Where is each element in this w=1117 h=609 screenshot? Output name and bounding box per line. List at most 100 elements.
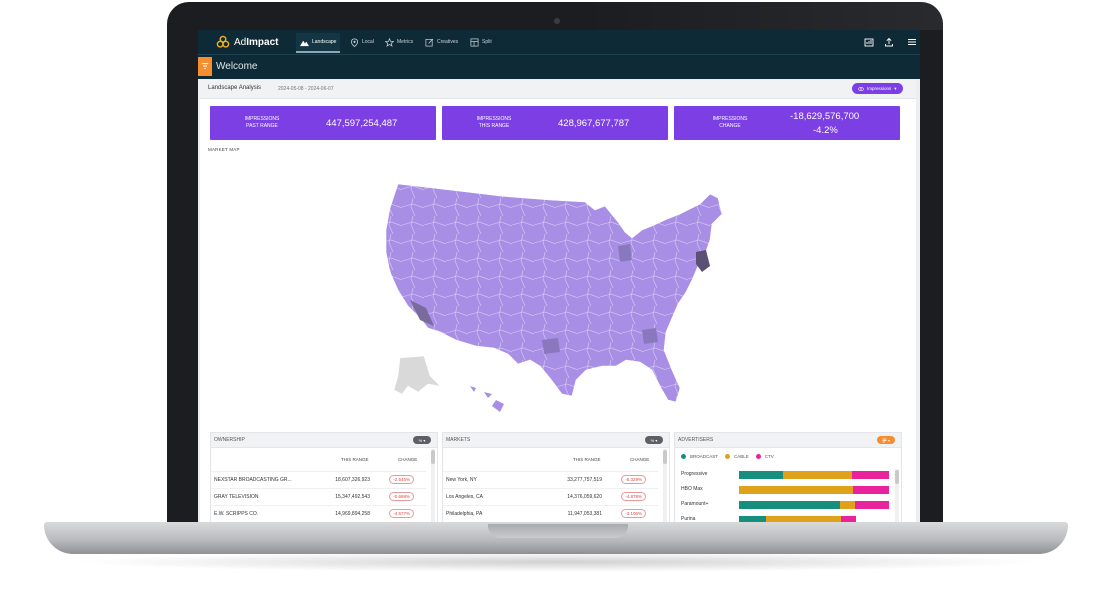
bar-segment-ctv: [841, 516, 856, 524]
chevron-down-icon: ▾: [894, 85, 897, 91]
screen-glare: [583, 2, 943, 30]
bar-segment-broadcast: [739, 516, 766, 524]
ownership-header: OWNERSHIP % ▾: [211, 433, 437, 448]
table-row[interactable]: GRAY TELEVISION 15,347,492,543 -0.668%: [211, 488, 426, 505]
kpi-label: IMPRESSIONS CHANGE: [712, 116, 748, 129]
ownership-percent-toggle[interactable]: % ▾: [413, 436, 431, 444]
advertiser-name: Paramount+: [681, 501, 709, 507]
metric-select-label: Impressions: [867, 86, 892, 91]
analysis-title: Landscape Analysis: [208, 85, 262, 91]
edit-icon: [425, 38, 434, 46]
scrollbar[interactable]: [663, 449, 667, 523]
brand-logo[interactable]: AdImpact: [216, 35, 278, 49]
col-change: CHANGE: [398, 457, 418, 462]
star-icon: [385, 37, 394, 47]
scrollbar[interactable]: [895, 469, 899, 523]
us-market-map[interactable]: [380, 180, 740, 416]
menu-icon[interactable]: [907, 37, 917, 47]
nav-label: Split: [482, 39, 492, 45]
change-badge: -0.668%: [389, 492, 414, 501]
nav-metrics[interactable]: Metrics: [381, 33, 417, 51]
filter-button[interactable]: [198, 57, 212, 76]
kpi-value: 428,967,677,787: [558, 118, 630, 129]
broadcast-dot-icon: [681, 454, 686, 459]
laptop-notch: [488, 524, 628, 538]
kpi-past-range: IMPRESSIONS PAST RANGE 447,597,254,487: [210, 106, 436, 140]
market-chicago[interactable]: [618, 244, 632, 262]
table-row[interactable]: New York, NY 33,277,757,519 -5.329%: [443, 471, 658, 488]
scrollbar-thumb[interactable]: [431, 450, 435, 464]
map-pin-icon: [350, 37, 359, 47]
analysis-date-range: 2024-05-08 - 2024-06-07: [278, 86, 334, 92]
kpi-this-range: IMPRESSIONS THIS RANGE 428,967,677,787: [442, 106, 668, 140]
table-row[interactable]: Philadelphia, PA 11,947,053,381 -3.106%: [443, 505, 658, 522]
bar-segment-cable: [839, 501, 855, 509]
top-navigation: AdImpact Landscape Local Metrics Creativ…: [198, 30, 920, 54]
filter-icon: [201, 63, 209, 69]
nav-label: Metrics: [397, 39, 414, 45]
eye-icon: [858, 86, 864, 91]
nav-split[interactable]: Split: [466, 33, 496, 51]
change-badge: -2.545%: [389, 475, 414, 484]
kpi-value-percent: -4.2%: [813, 125, 838, 136]
alaska-shape[interactable]: [393, 355, 441, 395]
analysis-header: Landscape Analysis 2024-05-08 - 2024-06-…: [200, 80, 916, 99]
markets-percent-toggle[interactable]: % ▾: [645, 436, 663, 444]
nav-label: Creatives: [437, 39, 459, 45]
market-los-angeles[interactable]: [410, 300, 434, 326]
metric-select[interactable]: Impressions ▾: [852, 83, 903, 94]
kpi-value: -18,629,576,700: [790, 111, 860, 122]
ownership-panel: OWNERSHIP % ▾ THIS RANGE CHANGE NEXSTAR …: [210, 432, 438, 526]
market-dallas[interactable]: [542, 338, 560, 354]
change-badge: -4.878%: [621, 492, 646, 501]
table-row[interactable]: NEXSTAR BROADCASTING GR... 18,607,326,92…: [211, 471, 426, 488]
bar-segment-cable: [739, 486, 853, 494]
mountain-icon: [300, 40, 309, 46]
hawaii-shape[interactable]: [470, 386, 504, 412]
market-atlanta[interactable]: [642, 328, 658, 344]
table-row[interactable]: E.W. SCRIPPS CO. 14,969,894,258 -4.577%: [211, 505, 426, 522]
advertiser-row[interactable]: Paramount+: [681, 499, 891, 511]
split-icon: [470, 38, 479, 46]
welcome-bar: Welcome: [198, 54, 920, 79]
adimpact-logo-icon: [216, 35, 230, 48]
nav-landscape[interactable]: Landscape: [296, 33, 341, 53]
advertiser-row[interactable]: Progressive: [681, 469, 891, 481]
nav-local[interactable]: Local: [346, 33, 378, 51]
scrollbar-thumb[interactable]: [895, 470, 899, 484]
main-content: Landscape Analysis 2024-05-08 - 2024-06-…: [200, 80, 916, 526]
change-badge: -3.106%: [621, 509, 646, 518]
bar-segment-broadcast: [739, 471, 783, 479]
advertiser-name: Progressive: [681, 471, 708, 477]
advertisers-header: ADVERTISERS ▾: [675, 433, 901, 448]
scrollbar[interactable]: [431, 449, 435, 523]
table-row[interactable]: Los Angeles, CA 14,376,059,620 -4.878%: [443, 488, 658, 505]
upload-icon[interactable]: [884, 37, 894, 47]
markets-header: MARKETS % ▾: [443, 433, 669, 448]
advertiser-bar: [739, 471, 889, 479]
advertisers-view-toggle[interactable]: ▾: [877, 436, 895, 444]
advertiser-row[interactable]: HBO Max: [681, 484, 891, 496]
nav-creatives[interactable]: Creatives: [421, 33, 462, 51]
bar-segment-broadcast: [739, 501, 840, 509]
markets-panel: MARKETS % ▾ THIS RANGE CHANGE New York, …: [442, 432, 670, 526]
advertiser-bar: [739, 486, 889, 494]
kpi-change: IMPRESSIONS CHANGE -18,629,576,700 -4.2%: [674, 106, 900, 140]
advertisers-panel: ADVERTISERS ▾ BROADCAST CABLE CTV Progre…: [674, 432, 902, 526]
brand-name: AdImpact: [234, 36, 279, 48]
market-new-york[interactable]: [696, 250, 710, 272]
camera-icon: [554, 18, 560, 24]
report-icon[interactable]: [864, 37, 874, 47]
ownership-title: OWNERSHIP: [214, 437, 245, 443]
col-this-range: THIS RANGE: [573, 457, 601, 462]
nav-label: Local: [362, 39, 374, 45]
bar-segment-cable: [766, 516, 841, 524]
scrollbar-thumb[interactable]: [663, 450, 667, 464]
advertiser-bar: [739, 516, 856, 524]
advertiser-name: Purina: [681, 516, 696, 522]
bar-segment-ctv: [854, 501, 889, 509]
welcome-title: Welcome: [216, 61, 258, 72]
bar-segment-ctv: [851, 471, 889, 479]
col-this-range: THIS RANGE: [341, 457, 369, 462]
advertiser-row[interactable]: Purina: [681, 514, 891, 526]
